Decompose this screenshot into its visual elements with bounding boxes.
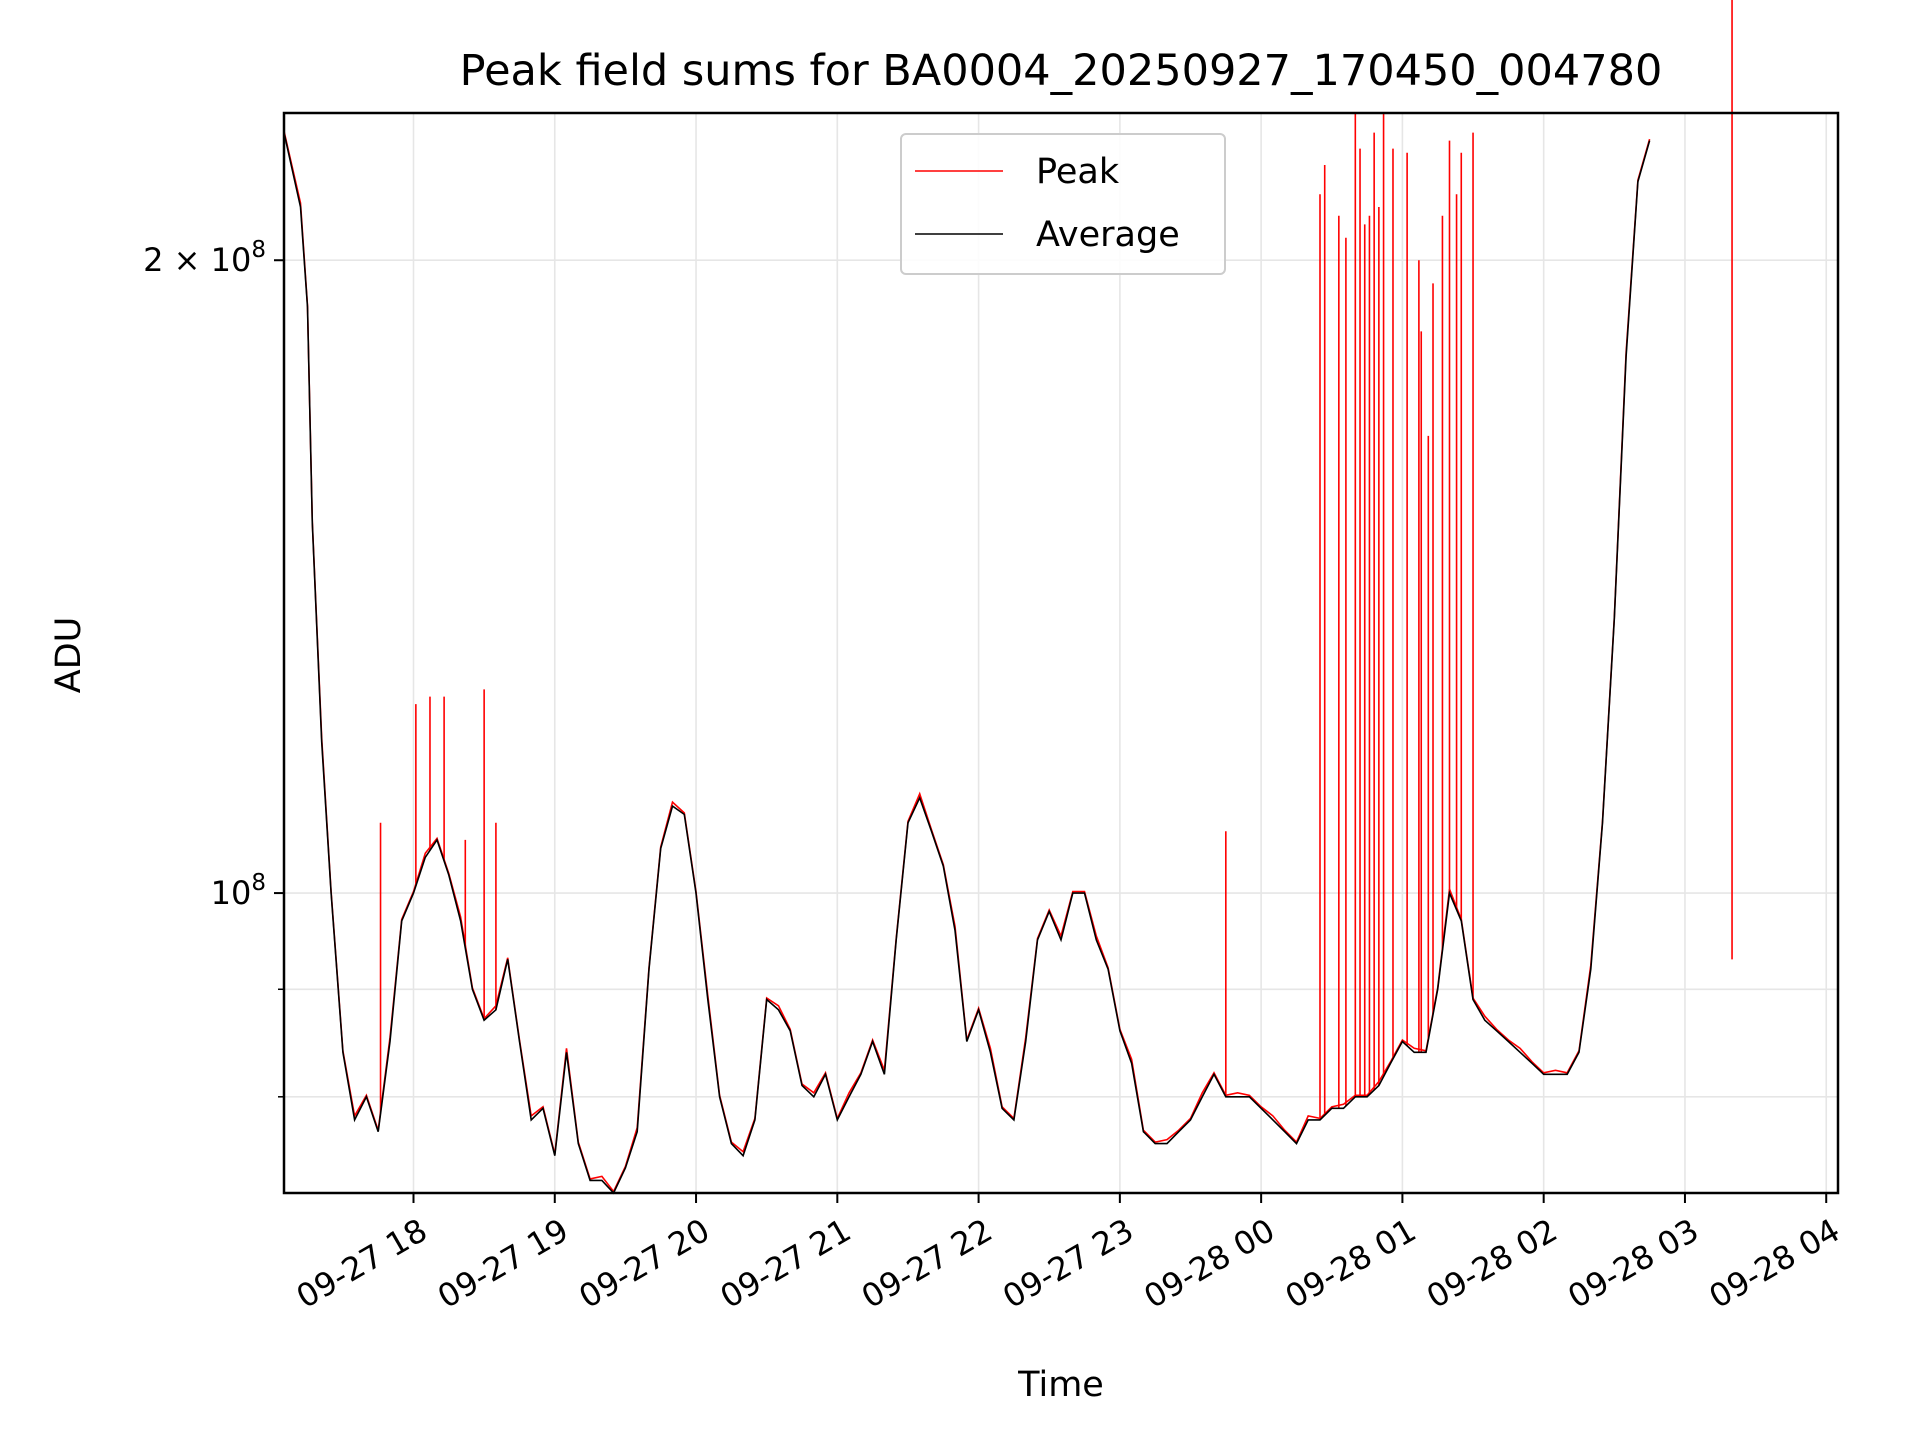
legend-average-label: Average [1036,215,1180,255]
y-tick-exponent: 8 [251,870,266,896]
y-tick-exponent: 8 [251,237,266,263]
y-tick-label: 108 [211,870,266,912]
grid [284,113,1838,1193]
chart-title: Peak field sums for BA0004_20250927_1704… [460,46,1663,96]
y-tick-label: 2 × 108 [143,237,266,279]
legend-box [900,133,1226,275]
y-tick-base: 10 [211,874,252,912]
plot-frame [282,111,1840,1195]
legend-peak-label: Peak [1036,152,1120,192]
legend: Peak Average [900,133,1226,275]
average-line [283,132,1651,1195]
average-series [283,132,1651,1195]
x-axis-label: Time [1017,1365,1104,1405]
y-axis-label: ADU [49,617,89,694]
y-tick-base: 2 × 10 [143,241,251,279]
